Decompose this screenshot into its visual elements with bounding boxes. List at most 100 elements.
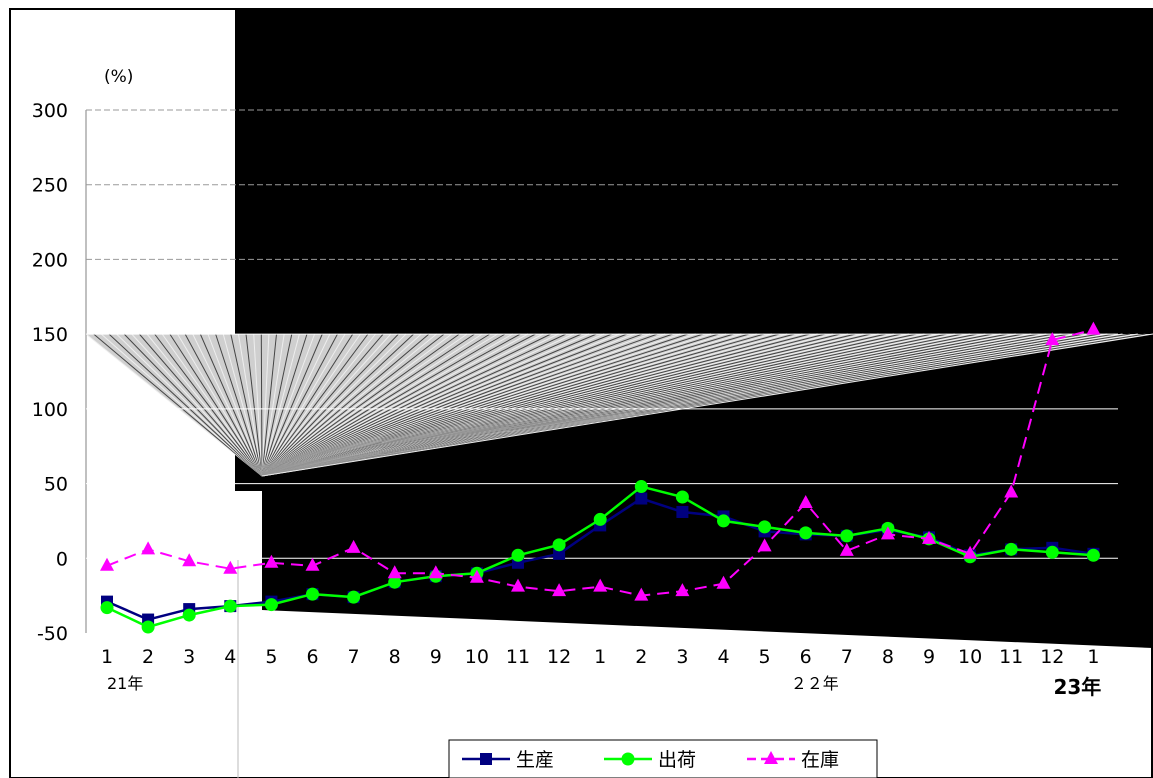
data-point [552,583,567,597]
legend-item: 在庫 [747,749,839,771]
data-point [758,520,772,534]
y-tick-label: 0 [56,548,68,570]
x-tick-labels: 1 2 3 4 5 6 7 8 9 10 11 12 1 2 3 4 5 6 7 8 9 10 11 12 1 [101,646,1099,668]
legend-item: 生産 [462,749,554,771]
data-point [264,598,278,612]
x-tick-label: 8 [882,646,894,668]
data-point [182,608,196,622]
x-tick-label: 6 [800,646,812,668]
data-point [552,538,566,552]
y-tick-label: 250 [32,175,68,197]
x-tick-label: 1 [101,646,113,668]
data-point [757,538,772,552]
data-point [388,575,402,589]
x-tick-label: 4 [717,646,729,668]
year-label: 23年 [1053,675,1101,699]
data-point [511,578,525,592]
y-tick-label: 150 [32,324,68,346]
data-point [1004,484,1019,498]
data-point [1045,545,1059,559]
data-point [1086,321,1101,335]
data-point [305,557,320,571]
x-tick-label: 6 [306,646,318,668]
data-point [1004,542,1018,556]
x-tick-label: 9 [923,646,935,668]
x-tick-label: 5 [759,646,771,668]
y-tick-label: 300 [32,100,68,122]
data-point [799,526,813,540]
x-tick-label: 9 [430,646,442,668]
data-point [963,545,978,559]
data-point [798,494,813,508]
data-point [593,578,608,592]
legend-box [448,739,878,778]
legend-label: 生産 [516,749,554,771]
x-tick-label: 2 [635,646,647,668]
data-point [840,529,854,543]
legend-label: 在庫 [801,749,839,771]
data-point [717,514,730,528]
data-point [634,587,649,601]
data-point [634,480,648,494]
data-point [764,751,778,764]
data-point [480,753,492,765]
y-axis-unit-label: (%) [104,67,133,87]
data-point [306,587,319,601]
render-artifact-black-region [235,9,1153,648]
data-point [387,565,402,579]
legend-item: 出荷 [604,749,696,771]
y-tick-label: 50 [44,474,68,496]
data-point [141,620,155,634]
y-tick-label: -50 [37,623,68,645]
data-point [141,541,156,555]
x-tick-label: 1 [594,646,606,668]
data-point [223,599,237,613]
data-point [347,590,361,604]
x-tick-label: 5 [265,646,277,668]
data-point [428,565,443,579]
x-tick-label: 10 [465,646,489,668]
x-tick-label: 8 [389,646,401,668]
data-point [675,490,689,504]
y-tick-labels: 300 250 200 150 100 50 0 -50 [32,100,68,645]
year-label: 21年 [107,674,143,693]
data-point [1086,548,1100,562]
data-point [553,547,566,560]
legend: 生産 出荷 在庫 [448,739,878,778]
data-point [182,553,197,567]
data-point [675,583,690,597]
gridlines [86,109,1118,559]
data-point [922,530,936,544]
x-tick-label: 1 [1087,646,1099,668]
data-point [635,492,648,505]
data-point [264,554,279,568]
render-artifact-fan [85,333,1153,477]
data-point [880,526,895,540]
y-tick-label: 100 [32,399,68,421]
x-tick-label: 7 [348,646,360,668]
y-tick-label: 200 [32,249,68,271]
data-point [346,539,361,553]
data-point [100,601,114,615]
data-point [223,560,238,574]
data-point [100,557,114,571]
x-tick-label: 7 [841,646,853,668]
data-point [593,512,607,526]
x-tick-label: 11 [999,646,1023,668]
x-tick-label: 10 [958,646,982,668]
year-labels: 21年 ２２年 23年 [107,674,1101,699]
x-tick-label: 11 [506,646,530,668]
series-2 [100,321,1101,601]
series-group [100,321,1101,634]
data-point [839,542,854,556]
x-tick-label: 2 [142,646,154,668]
data-point [1045,332,1060,346]
data-point [716,575,731,589]
data-point [621,752,635,766]
data-point [676,505,689,518]
data-point [469,569,484,583]
year-label: ２２年 [791,674,839,693]
x-tick-label: 12 [547,646,571,668]
x-tick-label: 12 [1040,646,1064,668]
